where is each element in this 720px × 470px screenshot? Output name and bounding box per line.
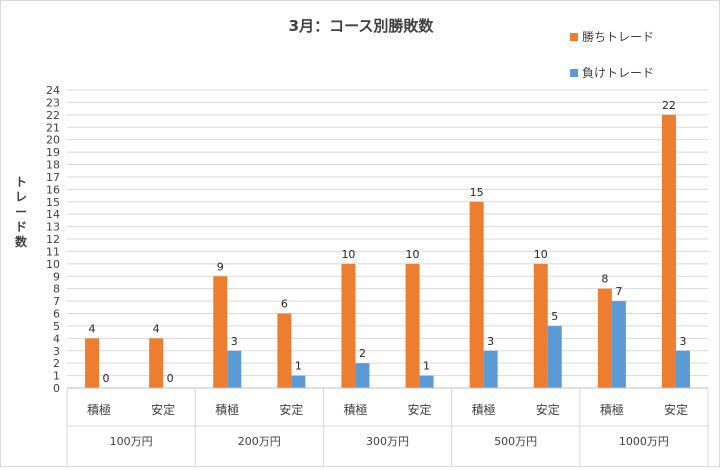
bar [405,263,420,388]
y-tick-label: 24 [46,84,60,97]
y-axis-title-char: ト [15,175,27,189]
bar [675,350,690,388]
x-tick-label: 安定 [151,402,175,417]
y-axis-title-char: レ [15,190,27,204]
y-tick-label: 14 [46,208,60,221]
y-tick-label: 17 [46,171,60,184]
y-tick-label: 2 [53,357,60,370]
data-label: 4 [153,322,160,335]
data-label: 2 [359,347,366,360]
x-tick-label: 積極 [472,402,496,417]
x-axis: 積極 安定 積極 安定 積極 安定 積極 安定 積極 安定 100万円 200万円 300万円 500万円… [66,387,709,466]
y-tick-label: 10 [46,258,60,271]
y-tick-label: 4 [53,332,60,345]
data-label: 10 [406,248,420,261]
y-tick-label: 23 [46,96,60,109]
y-axis-title-char: ー [15,205,27,219]
x-tick-label: 積極 [600,402,624,417]
legend-swatch [570,33,578,41]
y-axis-title-char: ド [15,220,27,234]
bars [85,114,690,388]
data-label: 22 [662,99,676,112]
data-label: 3 [231,335,238,348]
bar [469,201,484,388]
bar [419,375,434,388]
bar [355,363,370,388]
y-tick-label: 9 [53,270,60,283]
data-label: 0 [167,372,174,385]
y-tick-label: 19 [46,146,60,159]
y-tick-label: 16 [46,183,60,196]
y-tick-label: 21 [46,121,60,134]
data-label: 1 [295,360,302,373]
x-tick-label: 積極 [343,402,367,417]
bar [597,288,612,388]
group-label: 200万円 [238,435,281,448]
y-tick-label: 7 [53,295,60,308]
group-label: 100万円 [110,435,153,448]
y-tick-label: 22 [46,109,60,122]
group-label: 300万円 [366,435,409,448]
x-tick-label: 積極 [87,402,111,417]
group-label: 500万円 [494,435,537,448]
data-label: 5 [551,310,558,323]
bar [85,338,100,388]
data-label: 1 [423,360,430,373]
bar [291,375,306,388]
data-labels: 4 4 9 6 10 10 15 10 8 22 0 0 3 1 2 1 3 5 7 3 [89,99,687,385]
legend-label: 負けトレード [582,66,654,80]
x-tick-label: 安定 [664,402,688,417]
x-tick-label: 安定 [408,402,432,417]
bar [149,338,164,388]
data-label: 10 [534,248,548,261]
x-tick-label: 安定 [536,402,560,417]
bar [533,263,548,388]
y-tick-label: 20 [46,134,60,147]
gridlines [67,89,708,389]
y-tick-label: 12 [46,233,60,246]
group-label: 1000万円 [619,435,669,448]
y-tick-label: 15 [46,196,60,209]
bar [483,350,498,388]
y-tick-label: 0 [53,382,60,395]
data-label: 9 [217,260,224,273]
data-label: 8 [601,273,608,286]
y-axis-title-char: 数 [15,234,28,249]
bar [611,301,626,388]
bar [661,114,676,388]
bar [277,313,292,388]
x-tick-label: 積極 [215,402,239,417]
data-label: 6 [281,298,288,311]
y-tick-label: 11 [46,245,60,258]
data-label: 10 [341,248,355,261]
y-tick-label: 8 [53,283,60,296]
y-tick-label: 18 [46,159,60,172]
bar [227,350,242,388]
legend-swatch [570,69,578,77]
chart-title: 3月：コース別勝敗数 [289,17,435,35]
bar [341,263,356,388]
data-label: 4 [89,322,96,335]
legend-label: 勝ちトレード [582,29,654,44]
y-tick-label: 3 [53,345,60,358]
data-label: 7 [615,285,622,298]
data-label: 0 [103,372,110,385]
y-tick-label: 5 [53,320,60,333]
data-label: 3 [679,335,686,348]
data-label: 15 [470,186,484,199]
data-label: 3 [487,335,494,348]
bar [547,325,562,388]
y-tick-label: 1 [53,370,60,383]
y-tick-label: 6 [53,308,60,321]
x-tick-label: 安定 [279,402,303,417]
bar [213,276,228,388]
y-tick-label: 13 [46,221,60,234]
